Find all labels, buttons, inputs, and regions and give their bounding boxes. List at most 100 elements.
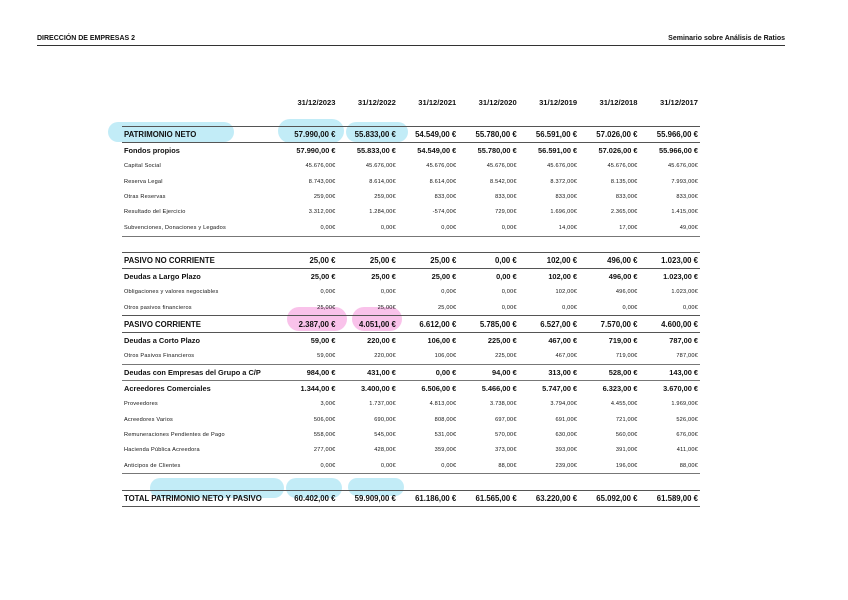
value-cell: 25,00 € [371,272,396,282]
row-label: Anticipos de Clientes [122,457,278,475]
value-cell: 106,00€ [397,348,459,365]
group-row: Deudas a Corto Plazo 59,00 € 220,00 € 106,0… [122,332,700,348]
value-cell: 1.023,00 € [639,251,700,270]
value-cell: 7.993,00€ [671,178,698,185]
value-cell: 143,00 € [639,364,700,382]
value-cell: 49,00€ [639,220,700,237]
value-cell: 59,00€ [277,348,338,365]
item-row: Obligaciones y valores negociables 0,00€ 0… [122,285,700,300]
value-cell: 984,00 € [277,364,338,382]
value-cell: 373,00€ [495,447,517,454]
value-cell: 0,00€ [562,304,578,311]
section-row: PATRIMONIO NETO 57.990,00 €55.833,00 €54.… [122,125,700,144]
row-label: Deudas a Corto Plazo [124,336,200,346]
value-cell: 833,00€ [615,194,638,201]
value-cell: 0,00 € [397,364,459,382]
header-divider [37,45,785,46]
value-cell: 833,00€ [676,194,698,201]
item-row: Acreedores Varios 506,00€ 690,00€ 808,00€ 69… [122,412,700,427]
row-label: Obligaciones y valores negociables [124,289,219,296]
value-cell: 259,00€ [313,194,336,201]
value-cell: 277,00€ [313,447,336,454]
value-cell: 729,00€ [495,209,517,216]
value-cell: 0,00€ [458,220,519,237]
value-cell: 3.738,00€ [490,401,517,408]
value-cell: 25,00 € [310,272,336,282]
value-cell: 528,00 € [579,364,640,382]
value-cell: 630,00€ [555,431,578,438]
value-cell: 102,00€ [555,289,578,296]
value-cell: 225,00€ [458,348,519,365]
value-cell: 8.542,00€ [490,178,517,185]
value-cell: 0,00€ [337,220,398,237]
value-cell: 1.023,00 € [663,272,698,282]
date-header: 31/12/2023 [297,98,336,108]
value-cell: 719,00 € [608,336,638,346]
spacer-row [122,236,700,252]
value-cell: 6.527,00 € [518,315,580,333]
value-cell: 1.696,00€ [550,209,578,216]
value-cell: 531,00€ [434,431,457,438]
value-cell: 391,00€ [615,447,638,454]
value-cell: 411,00€ [676,447,698,454]
value-cell: 431,00 € [337,364,398,382]
value-cell: 0,00€ [622,304,638,311]
value-cell: 54.549,00 € [417,146,457,156]
value-cell: 106,00 € [427,336,457,346]
value-cell: 25,00 € [277,251,338,270]
value-cell: 787,00 € [669,336,698,346]
value-cell: 428,00€ [374,447,396,454]
value-cell: 690,00€ [374,416,396,423]
value-cell: 94,00 € [458,364,519,382]
value-cell: 1.284,00€ [369,209,396,216]
spacer-row [122,110,700,126]
value-cell: 55.966,00 € [658,146,698,156]
row-label: Deudas a Largo Plazo [124,272,201,282]
value-cell: 5.785,00 € [458,315,519,333]
value-cell: 0,00 € [496,272,517,282]
empty-header-cell [122,95,277,110]
value-cell: 17,00€ [579,220,640,237]
group-row: Deudas a Largo Plazo 25,00 € 25,00 € 25,00 … [122,269,700,285]
value-cell: 88,00€ [639,457,700,475]
row-label: Reserva Legal [124,178,163,185]
value-cell: 833,00€ [434,194,457,201]
total-row: TOTAL PATRIMONIO NETO Y PASIVO 60.402,00 … [122,489,700,508]
balance-sheet-table: 31/12/2023 31/12/2022 31/12/2021 31/12/2020… [122,95,700,508]
date-header: 31/12/2020 [478,98,517,108]
value-cell: 25,00€ [317,304,336,311]
value-cell: 2.365,00€ [610,209,638,216]
value-cell: 3.400,00 € [360,384,396,394]
value-cell: 5.466,00 € [481,384,517,394]
item-row: Reserva Legal 8.743,00€ 8.614,00€ 8.614,00€… [122,174,700,189]
date-header: 31/12/2017 [659,98,698,108]
value-cell: 25,00€ [377,304,396,311]
row-label: Otras Reservas [124,194,166,201]
value-cell: 55.833,00 € [356,146,396,156]
value-cell: 102,00 € [518,251,580,270]
section-row: PASIVO NO CORRIENTE 25,00 €25,00 €25,00 €… [122,251,700,270]
value-cell: 359,00€ [434,447,457,454]
value-cell: 496,00 € [608,272,638,282]
value-cell: 102,00 € [548,272,578,282]
value-cell: 0,00€ [277,220,338,237]
date-header-row: 31/12/2023 31/12/2022 31/12/2021 31/12/2020… [122,95,700,110]
value-cell: 0,00€ [277,457,338,475]
row-label: Subvenciones, Donaciones y Legados [122,220,278,237]
value-cell: 691,00€ [555,416,578,423]
value-cell: 558,00€ [313,431,336,438]
value-cell: 45.676,00€ [607,163,638,170]
value-cell: 313,00 € [518,364,580,382]
row-label: PASIVO NO CORRIENTE [122,251,278,270]
value-cell: 506,00€ [313,416,336,423]
value-cell: 3.794,00€ [550,401,578,408]
value-cell: 225,00 € [487,336,517,346]
item-row: Otros Pasivos Financieros 59,00€ 220,00€ 10… [122,348,700,365]
value-cell: 570,00€ [495,431,517,438]
value-cell: 196,00€ [579,457,640,475]
value-cell: 63.220,00 € [518,489,580,508]
value-cell: 56.591,00 € [538,146,578,156]
row-label: Proveedores [124,401,158,408]
value-cell: 25,00 € [397,251,459,270]
value-cell: 55.780,00 € [477,146,517,156]
